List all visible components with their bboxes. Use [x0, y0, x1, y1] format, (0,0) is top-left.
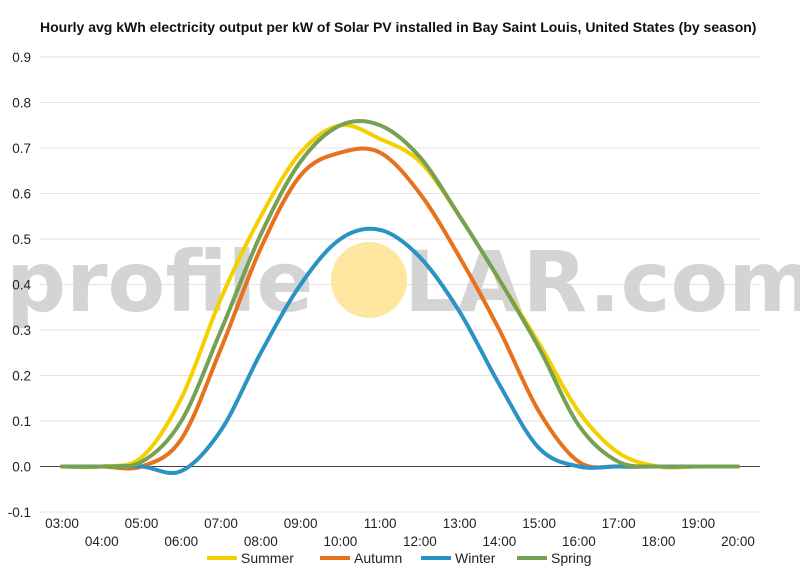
x-tick-label: 12:00	[403, 534, 437, 549]
y-tick-label: 0.7	[12, 141, 31, 156]
watermark-text-left: profile	[6, 233, 313, 331]
x-tick-label: 05:00	[125, 516, 159, 531]
x-tick-label: 16:00	[562, 534, 596, 549]
y-tick-label: 0.8	[12, 96, 31, 111]
x-tick-label: 03:00	[45, 516, 79, 531]
legend-label-spring: Spring	[551, 550, 591, 566]
series-line-winter	[60, 226, 740, 476]
x-tick-label: 15:00	[522, 516, 556, 531]
series-lines	[60, 118, 740, 476]
x-tick-label: 18:00	[642, 534, 676, 549]
x-tick-label: 19:00	[681, 516, 715, 531]
legend-label-winter: Winter	[455, 550, 496, 566]
watermark-sun	[331, 242, 407, 318]
series-line-spring	[60, 118, 740, 469]
x-tick-label: 13:00	[443, 516, 477, 531]
x-tick-label: 06:00	[164, 534, 198, 549]
x-tick-label: 04:00	[85, 534, 119, 549]
y-tick-label: 0.1	[12, 414, 31, 429]
y-tick-label: 0.3	[12, 323, 31, 338]
x-axis-ticks: 03:00 04:00 05:00 06:00 07:00 08:00 09:00 10:00…	[45, 516, 755, 549]
x-tick-label: 07:00	[204, 516, 238, 531]
series-line-summer	[60, 122, 740, 470]
x-tick-label: 08:00	[244, 534, 278, 549]
legend: Summer Autumn Winter Spring	[207, 550, 591, 566]
legend-label-autumn: Autumn	[354, 550, 402, 566]
chart-title: Hourly avg kWh electricity output per kW…	[40, 19, 757, 35]
x-tick-label: 10:00	[323, 534, 357, 549]
y-tick-label: 0.9	[12, 50, 31, 65]
watermark-text-right: LAR.com	[404, 233, 800, 331]
y-tick-label: 0.6	[12, 187, 31, 202]
y-axis-ticks: -0.1 0.0 0.1 0.2 0.3 0.4 0.5 0.6 0.7 0.8 0.9	[8, 50, 32, 520]
y-tick-label: 0.4	[12, 278, 31, 293]
y-tick-label: -0.1	[8, 505, 31, 520]
x-tick-label: 14:00	[483, 534, 517, 549]
y-tick-label: 0.2	[12, 369, 31, 384]
y-tick-label: 0.0	[12, 460, 31, 475]
x-tick-label: 20:00	[721, 534, 755, 549]
legend-label-summer: Summer	[241, 550, 294, 566]
x-tick-label: 11:00	[364, 516, 397, 531]
y-tick-label: 0.5	[12, 232, 31, 247]
watermark: profile LAR.com	[6, 233, 800, 331]
x-tick-label: 09:00	[284, 516, 318, 531]
x-tick-label: 17:00	[602, 516, 636, 531]
